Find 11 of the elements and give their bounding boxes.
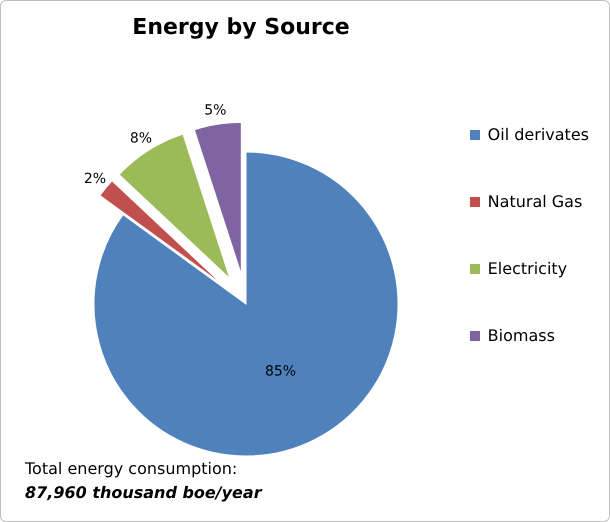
data-label: 8% (130, 130, 152, 147)
legend-label: Oil derivates (488, 125, 589, 144)
chart-title: Energy by Source (131, 15, 351, 40)
legend-label: Electricity (488, 259, 568, 278)
data-label: 2% (84, 171, 106, 188)
text: 87,960 thousand boe/year (25, 482, 262, 504)
data-label: 5% (204, 102, 226, 118)
legend-label: Biomass (488, 326, 555, 345)
text: Total energy consumption: (25, 458, 238, 480)
legend-label: Natural Gas (488, 192, 582, 211)
data-label: 85% (264, 364, 296, 380)
